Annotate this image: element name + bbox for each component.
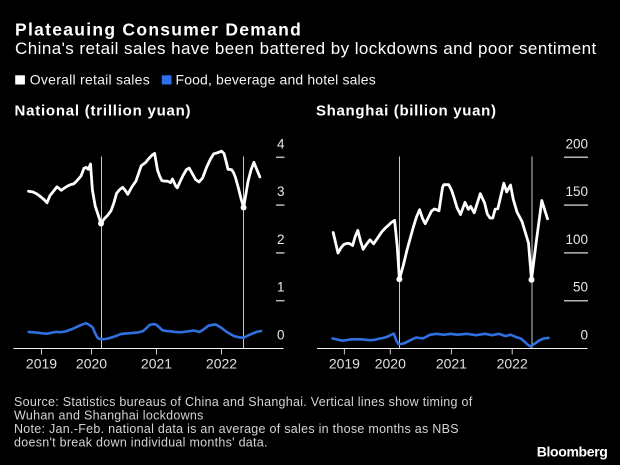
svg-text:0: 0 [580,328,588,343]
svg-text:2020: 2020 [76,356,107,372]
svg-text:4: 4 [277,136,285,151]
svg-text:Overall retail sales: Overall retail sales [30,71,150,87]
svg-text:2022: 2022 [497,356,528,372]
svg-text:Food, beverage and hotel sales: Food, beverage and hotel sales [176,71,376,87]
svg-text:2021: 2021 [141,356,172,372]
svg-text:2021: 2021 [436,356,467,372]
svg-text:National (trillion yuan): National (trillion yuan) [15,103,192,120]
svg-text:150: 150 [565,184,588,199]
svg-text:0: 0 [277,328,285,343]
svg-text:2: 2 [277,232,285,247]
svg-text:Bloomberg: Bloomberg [537,444,608,460]
svg-text:200: 200 [565,136,588,151]
svg-text:Shanghai (billion yuan): Shanghai (billion yuan) [316,103,497,120]
svg-text:China's retail sales have been: China's retail sales have been battered … [15,39,597,58]
svg-text:Wuhan and Shanghai lockdowns: Wuhan and Shanghai lockdowns [14,409,204,423]
svg-text:2019: 2019 [329,356,360,372]
svg-text:1: 1 [277,280,285,295]
svg-text:2022: 2022 [206,356,237,372]
svg-text:Plateauing Consumer Demand: Plateauing Consumer Demand [15,20,302,40]
svg-text:2020: 2020 [375,356,406,372]
svg-text:2019: 2019 [26,356,57,372]
svg-text:100: 100 [565,232,588,247]
svg-text:3: 3 [277,184,285,199]
svg-text:Note: Jan.-Feb. national data: Note: Jan.-Feb. national data is an aver… [14,422,459,436]
svg-text:50: 50 [573,280,588,295]
svg-text:Source: Statistics bureaus of: Source: Statistics bureaus of China and … [14,395,473,409]
svg-text:doesn't break down individual: doesn't break down individual months' da… [14,436,268,450]
